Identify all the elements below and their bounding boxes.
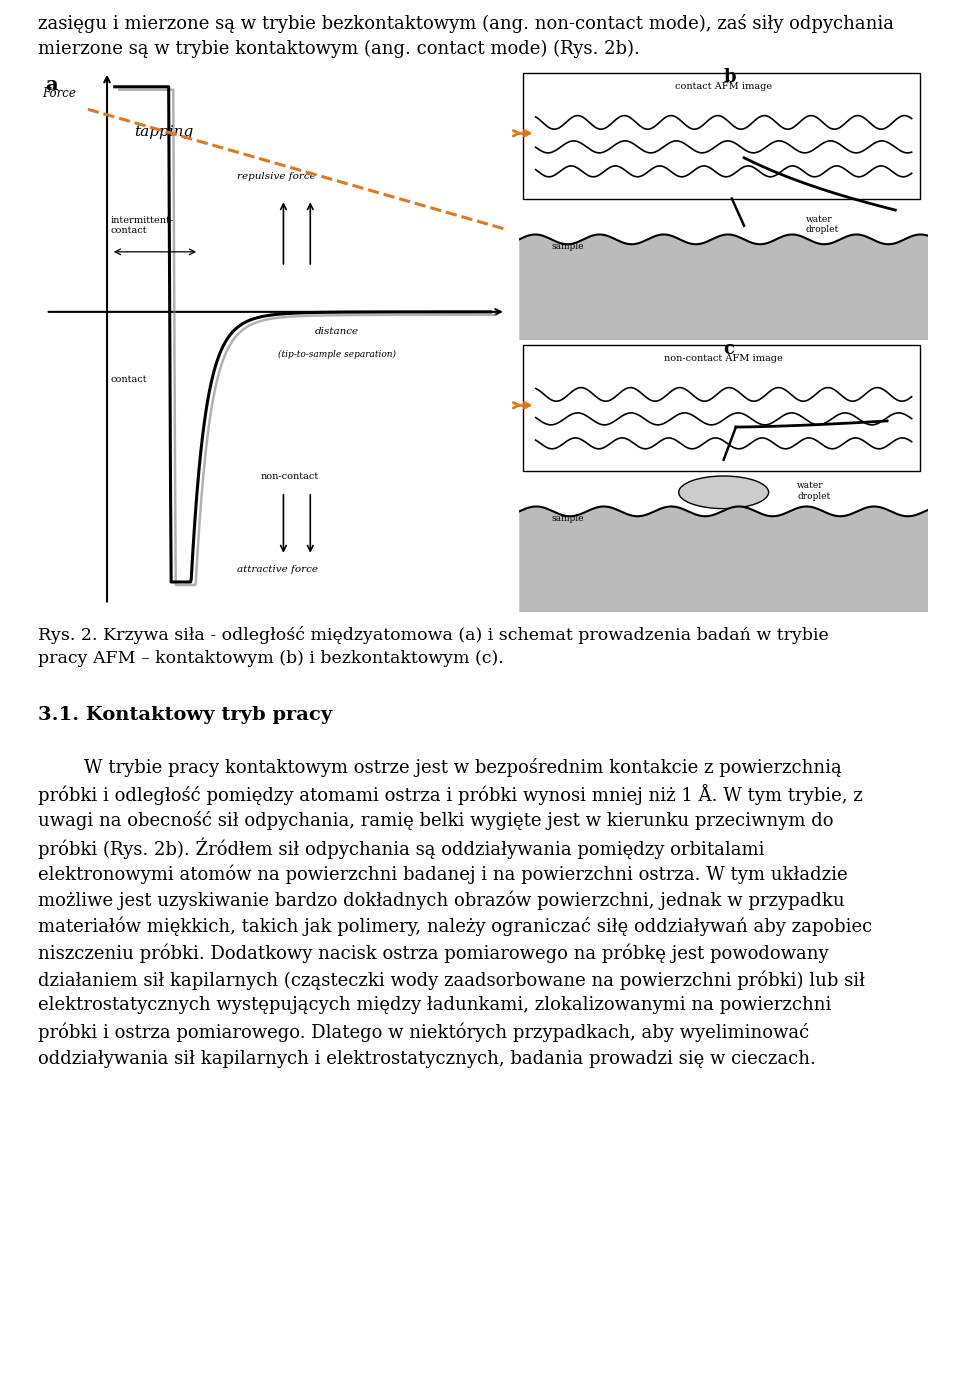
Text: działaniem sił kapilarnych (cząsteczki wody zaadsorbowane na powierzchni próbki): działaniem sił kapilarnych (cząsteczki w… xyxy=(38,970,865,990)
Text: 3.1. Kontaktowy tryb pracy: 3.1. Kontaktowy tryb pracy xyxy=(38,706,332,725)
Text: uwagi na obecność sił odpychania, ramię belki wygięte jest w kierunku przeciwnym: uwagi na obecność sił odpychania, ramię … xyxy=(38,811,833,831)
Text: elektronowymi atomów na powierzchni badanej i na powierzchni ostrza. W tym układ: elektronowymi atomów na powierzchni bada… xyxy=(38,864,848,884)
Text: tapping: tapping xyxy=(133,124,193,138)
Text: water
droplet: water droplet xyxy=(805,215,839,235)
Text: b: b xyxy=(724,68,736,87)
Text: water
droplet: water droplet xyxy=(797,482,830,501)
Ellipse shape xyxy=(679,476,769,508)
Text: Rys. 2. Krzywa siła - odległość międzyatomowa (a) i schemat prowadzenia badań w : Rys. 2. Krzywa siła - odległość międzyat… xyxy=(38,625,828,644)
Text: W trybie pracy kontaktowym ostrze jest w bezpośrednim kontakcie z powierzchnią: W trybie pracy kontaktowym ostrze jest w… xyxy=(38,758,842,778)
Text: możliwe jest uzyskiwanie bardzo dokładnych obrazów powierzchni, jednak w przypad: możliwe jest uzyskiwanie bardzo dokładny… xyxy=(38,891,845,910)
Text: intermittent-
contact: intermittent- contact xyxy=(110,216,174,236)
Text: sample: sample xyxy=(552,242,585,251)
FancyBboxPatch shape xyxy=(523,74,920,198)
Text: attractive force: attractive force xyxy=(237,565,319,575)
Text: próbki (Rys. 2b). Źródłem sił odpychania są oddziaływania pomiędzy orbitalami: próbki (Rys. 2b). Źródłem sił odpychania… xyxy=(38,838,764,859)
Polygon shape xyxy=(519,235,928,341)
Polygon shape xyxy=(519,507,928,611)
Text: contact AFM image: contact AFM image xyxy=(675,81,772,91)
Text: sample: sample xyxy=(552,514,585,524)
Text: non-contact: non-contact xyxy=(260,472,319,482)
Text: próbki i ostrza pomiarowego. Dlatego w niektórych przypadkach, aby wyeliminować: próbki i ostrza pomiarowego. Dlatego w n… xyxy=(38,1023,809,1043)
Text: zasięgu i mierzone są w trybie bezkontaktowym (ang. non-contact mode), zaś siły : zasięgu i mierzone są w trybie bezkontak… xyxy=(38,14,894,34)
Text: niszczeniu próbki. Dodatkowy nacisk ostrza pomiarowego na próbkę jest powodowany: niszczeniu próbki. Dodatkowy nacisk ostr… xyxy=(38,944,828,963)
Text: oddziaływania sił kapilarnych i elektrostatycznych, badania prowadzi się w ciecz: oddziaływania sił kapilarnych i elektros… xyxy=(38,1050,816,1068)
FancyBboxPatch shape xyxy=(523,345,920,470)
Text: non-contact AFM image: non-contact AFM image xyxy=(664,353,783,363)
Text: mierzone są w trybie kontaktowym (ang. contact mode) (Rys. 2b).: mierzone są w trybie kontaktowym (ang. c… xyxy=(38,40,640,59)
Text: repulsive force: repulsive force xyxy=(237,172,316,180)
Text: contact: contact xyxy=(110,376,148,384)
Text: c: c xyxy=(724,341,734,357)
Text: a: a xyxy=(46,75,59,94)
Text: pracy AFM – kontaktowym (b) i bezkontaktowym (c).: pracy AFM – kontaktowym (b) i bezkontakt… xyxy=(38,651,504,667)
Text: Force: Force xyxy=(42,87,76,99)
Text: (tip-to-sample separation): (tip-to-sample separation) xyxy=(278,349,396,359)
Text: materiałów miękkich, takich jak polimery, należy ograniczać siłę oddziaływań aby: materiałów miękkich, takich jak polimery… xyxy=(38,917,873,937)
Text: próbki i odległość pomiędzy atomami ostrza i próbki wynosi mniej niż 1 Å. W tym : próbki i odległość pomiędzy atomami ostr… xyxy=(38,785,863,805)
Text: elektrostatycznych występujących między ładunkami, zlokalizowanymi na powierzchn: elektrostatycznych występujących między … xyxy=(38,997,831,1015)
Text: distance: distance xyxy=(315,327,359,336)
